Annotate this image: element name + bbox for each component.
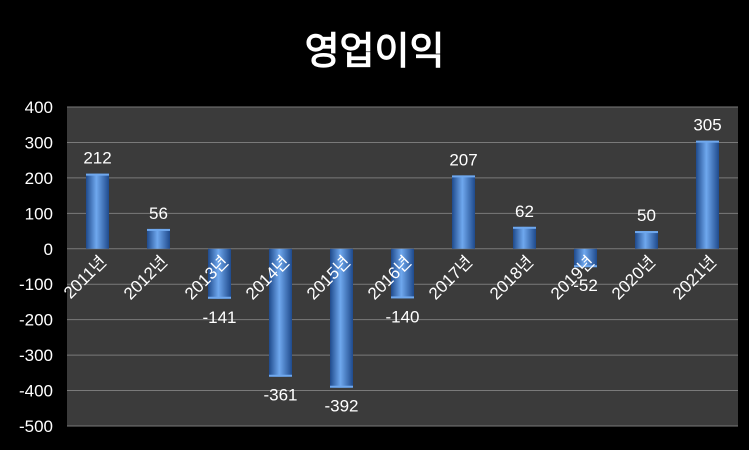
data-label: 305 <box>693 116 721 135</box>
y-tick-label: 300 <box>25 133 53 152</box>
y-axis-tick-labels: 400 300 200 100 0 -100 -200 -300 -400 -500 <box>19 98 53 436</box>
y-tick-label: 100 <box>25 204 53 223</box>
bar-cap <box>696 140 719 143</box>
data-label: 56 <box>149 204 168 223</box>
data-label: -141 <box>202 308 236 327</box>
bar <box>391 248 414 299</box>
y-tick-label: -100 <box>19 275 53 294</box>
y-tick-label: 200 <box>25 169 53 188</box>
bar <box>269 248 292 377</box>
y-tick-label: -200 <box>19 311 53 330</box>
bar-cap <box>452 175 475 178</box>
data-labels: 212 56 -141 -361 -392 -140 207 62 -52 50 305 <box>83 116 721 416</box>
data-label: 212 <box>83 149 111 168</box>
bar-cap <box>330 385 353 388</box>
bar-cap <box>86 173 109 176</box>
bar-cap <box>391 296 414 299</box>
bar <box>452 175 475 249</box>
data-label: -140 <box>385 307 419 326</box>
y-tick-label: -300 <box>19 346 53 365</box>
bar-cap <box>513 226 536 229</box>
y-tick-label: -400 <box>19 382 53 401</box>
bar-cap <box>574 265 597 268</box>
bar-cap <box>208 296 231 299</box>
data-label: -361 <box>263 386 297 405</box>
bar-cap <box>269 374 292 377</box>
bar <box>574 248 597 268</box>
data-label: -392 <box>324 397 358 416</box>
bar <box>635 231 658 249</box>
data-label: 62 <box>515 202 534 221</box>
chart-title: 영업이익 <box>304 29 445 73</box>
bar-cap <box>635 231 658 234</box>
y-tick-label: 400 <box>25 98 53 117</box>
bars <box>86 140 719 388</box>
bar-cap <box>147 228 170 231</box>
y-tick-label: 0 <box>44 240 53 259</box>
bar <box>330 248 353 388</box>
data-label: 50 <box>637 206 656 225</box>
bar <box>513 226 536 249</box>
bar <box>208 248 231 299</box>
gridlines <box>67 106 738 427</box>
data-label: 207 <box>449 150 477 169</box>
data-label: -52 <box>573 276 598 295</box>
y-tick-label: -500 <box>19 417 53 436</box>
bar <box>86 173 109 249</box>
bar <box>147 228 170 249</box>
bar <box>696 140 719 249</box>
